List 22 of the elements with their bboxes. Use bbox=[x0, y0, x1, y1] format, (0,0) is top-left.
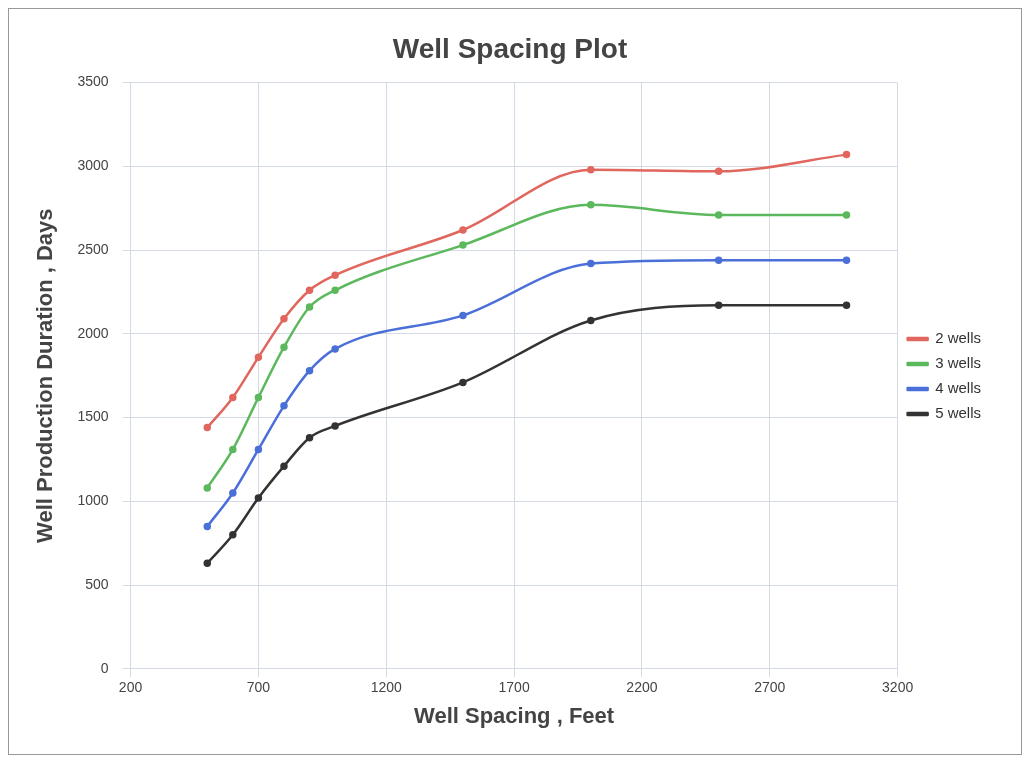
y-tick-label: 1000 bbox=[77, 492, 109, 509]
y-tick-label: 2500 bbox=[77, 240, 109, 257]
chart-title: Well Spacing Plot bbox=[392, 32, 628, 64]
legend-label: 4 wells bbox=[935, 379, 982, 397]
y-tick-label: 500 bbox=[85, 575, 109, 592]
y-tick-label: 1500 bbox=[77, 408, 109, 425]
y-tick-label: 2000 bbox=[77, 324, 109, 341]
y-tick-label: 0 bbox=[100, 659, 109, 676]
y-tick-label: 3500 bbox=[77, 73, 109, 90]
x-tick-label: 200 bbox=[118, 679, 143, 696]
x-tick-label: 1700 bbox=[498, 679, 530, 696]
x-tick-label: 2700 bbox=[754, 679, 786, 696]
x-tick-label: 700 bbox=[246, 679, 271, 696]
y-axis-title: Well Production Duration , Days bbox=[32, 208, 58, 543]
x-tick-label: 1200 bbox=[370, 679, 403, 696]
y-tick-label: 3000 bbox=[77, 157, 109, 174]
x-axis-title: Well Spacing , Feet bbox=[414, 702, 615, 728]
x-tick-label: 3200 bbox=[882, 679, 914, 696]
legend-label: 2 wells bbox=[935, 329, 982, 347]
x-tick-label: 2200 bbox=[626, 679, 658, 696]
legend-label: 3 wells bbox=[935, 354, 982, 372]
legend-label: 5 wells bbox=[935, 404, 982, 422]
